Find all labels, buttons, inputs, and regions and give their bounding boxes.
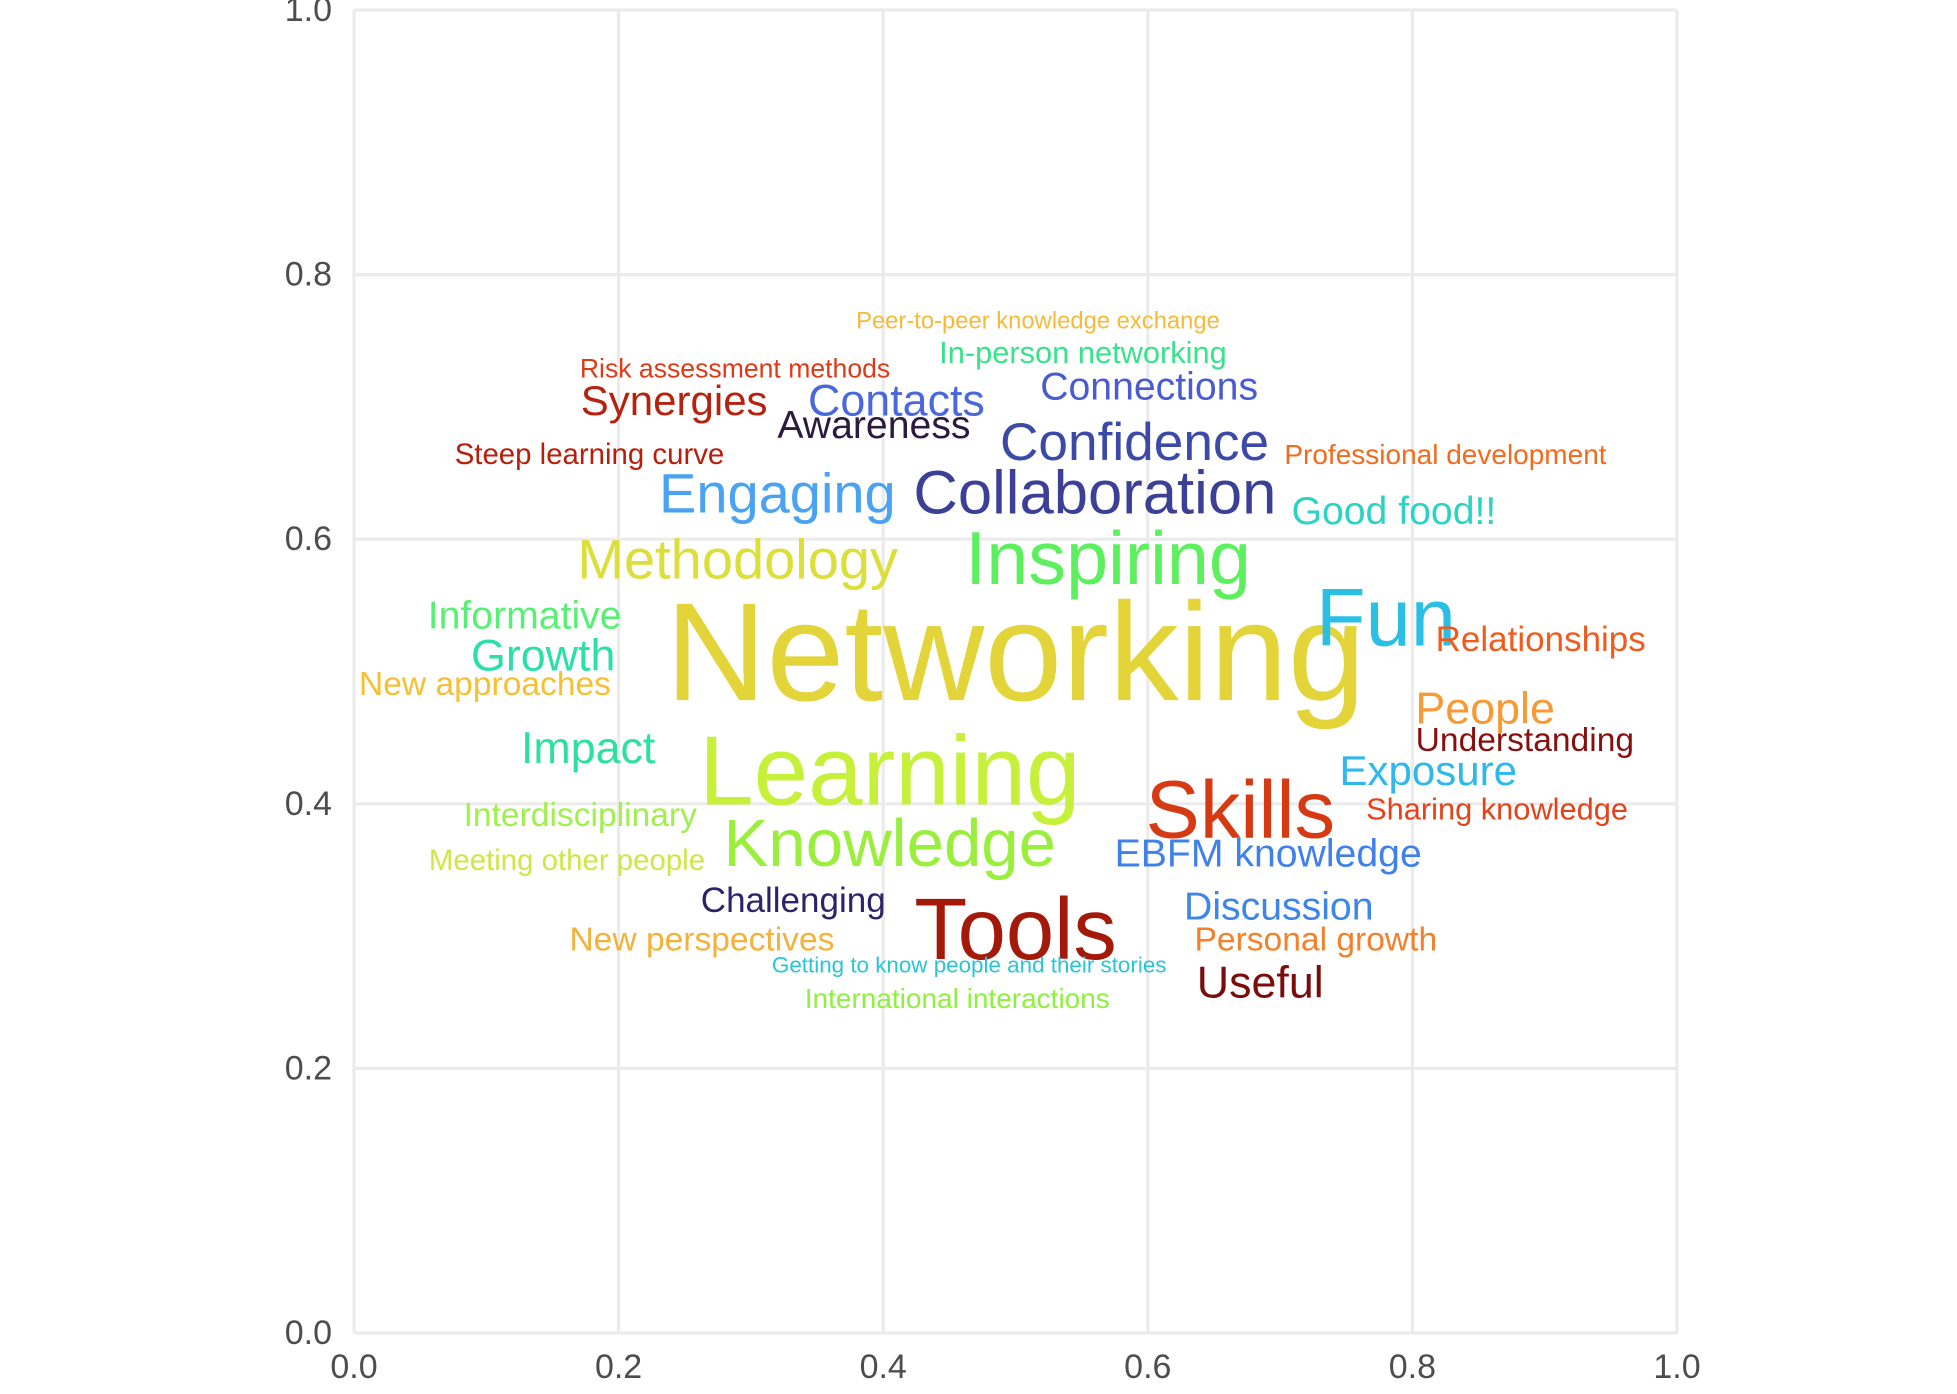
word-cloud-word: Getting to know people and their stories — [772, 953, 1167, 978]
axis-tick-labels: 0.0 0.2 0.4 0.6 0.8 1.0 0.0 0.2 0.4 0.6 0.8 1.0 — [285, 0, 1701, 1386]
word-cloud-word: In-person networking — [939, 335, 1227, 370]
y-tick-label: 1.0 — [285, 0, 332, 29]
word-cloud-word: Discussion — [1184, 885, 1373, 928]
word-cloud-word: Sharing knowledge — [1366, 792, 1628, 827]
word-cloud-word: Professional development — [1284, 439, 1606, 470]
word-cloud-word: Fun — [1316, 574, 1456, 664]
word-cloud-word: Personal growth — [1195, 922, 1438, 959]
word-cloud-word: Risk assessment methods — [580, 354, 890, 384]
word-cloud-word: Challenging — [701, 881, 886, 920]
word-cloud-word: Inspiring — [965, 517, 1251, 601]
x-tick-label: 0.0 — [330, 1348, 377, 1386]
word-cloud-word: Good food!! — [1291, 490, 1496, 533]
word-cloud-word: Impact — [521, 723, 656, 773]
word-cloud-word: People — [1415, 684, 1555, 734]
word-cloud-word: Growth — [471, 631, 615, 681]
word-cloud-word: EBFM knowledge — [1115, 833, 1422, 876]
grid-lines — [352, 8, 1679, 1335]
word-cloud-word: Useful — [1197, 957, 1324, 1007]
word-cloud-word: International interactions — [805, 983, 1110, 1014]
word-cloud-word: Peer-to-peer knowledge exchange — [856, 307, 1220, 334]
word-cloud-word: Exposure — [1340, 747, 1517, 794]
y-tick-label: 0.6 — [285, 520, 332, 558]
word-cloud-word: Skills — [1146, 765, 1335, 855]
word-cloud-word: New approaches — [359, 666, 611, 703]
x-tick-label: 0.8 — [1389, 1348, 1436, 1386]
word-cloud-word: Tools — [914, 881, 1117, 978]
y-tick-label: 0.8 — [285, 256, 332, 294]
word-cloud-word: Methodology — [577, 528, 898, 591]
word-cloud-word: Engaging — [659, 461, 896, 524]
x-tick-label: 1.0 — [1653, 1348, 1700, 1386]
word-cloud-word: Confidence — [1000, 413, 1269, 472]
word-cloud-word: Understanding — [1416, 722, 1634, 759]
y-tick-label: 0.0 — [285, 1314, 332, 1352]
word-cloud-word: Steep learning curve — [455, 438, 725, 471]
word-cloud-word: Interdisciplinary — [464, 797, 697, 834]
word-cloud-word: Synergies — [581, 377, 768, 424]
word-cloud-word: Relationships — [1436, 620, 1646, 659]
word-cloud-word: Meeting other people — [429, 844, 705, 877]
word-cloud-word: Contacts — [808, 375, 985, 425]
word-cloud-word: Collaboration — [913, 458, 1276, 527]
y-tick-label: 0.2 — [285, 1049, 332, 1087]
word-cloud-word: Knowledge — [724, 806, 1056, 881]
x-tick-label: 0.6 — [1124, 1348, 1171, 1386]
word-cloud-word: New perspectives — [569, 922, 834, 959]
word-cloud-word: Networking — [665, 573, 1365, 730]
word-cloud-word: Awareness — [777, 404, 970, 447]
word-cloud-word: Informative — [428, 594, 622, 637]
x-tick-label: 0.2 — [595, 1348, 642, 1386]
word-cloud-word: Learning — [699, 716, 1080, 826]
y-tick-label: 0.4 — [285, 785, 332, 823]
x-tick-label: 0.4 — [860, 1348, 907, 1386]
word-cloud-word: Connections — [1040, 366, 1258, 409]
